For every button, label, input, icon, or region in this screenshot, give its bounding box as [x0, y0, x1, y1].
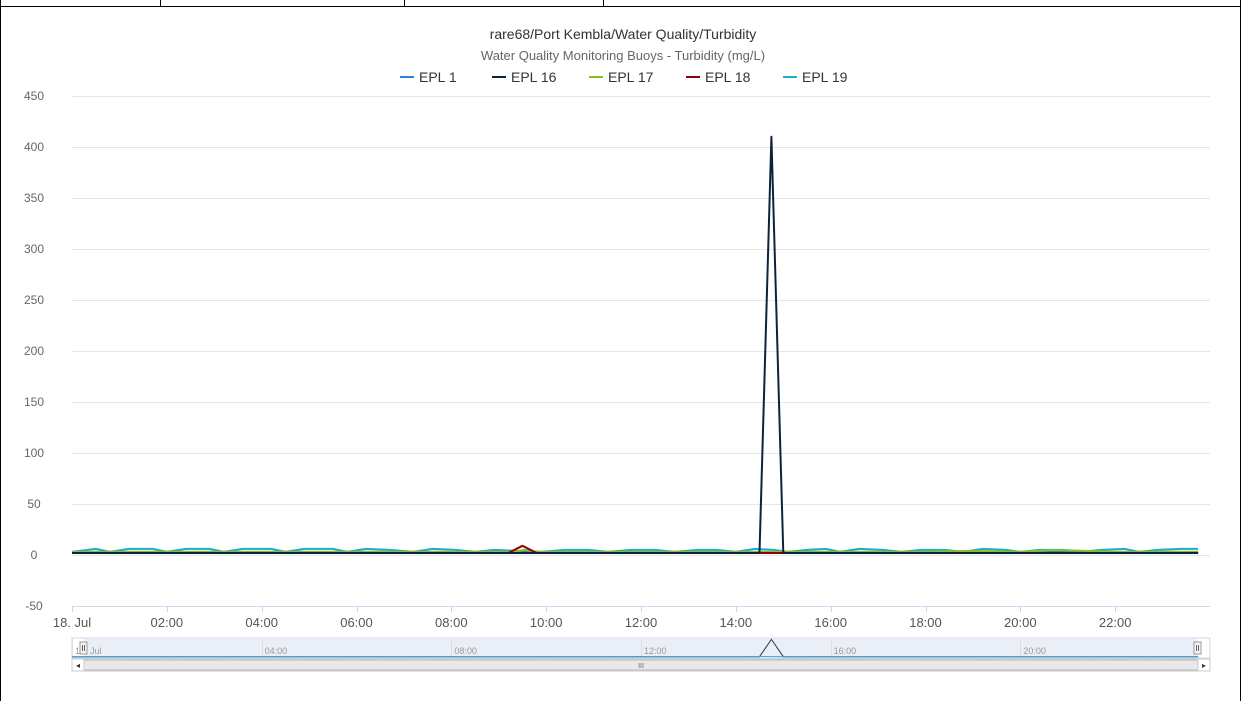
y-tick-label: 200: [24, 344, 44, 358]
legend-label: EPL 1: [419, 69, 457, 85]
x-tick-label: 18:00: [909, 615, 942, 630]
x-tick-label: 08:00: [435, 615, 468, 630]
scrollbar-left-button[interactable]: [71, 658, 85, 672]
navigator-label: 12:00: [644, 646, 667, 656]
navigator-label: 18. Jul: [75, 646, 102, 656]
navigator-handle-right[interactable]: [1193, 641, 1202, 655]
scrollbar-right-button[interactable]: [1197, 658, 1211, 672]
y-tick-label: 450: [24, 89, 44, 103]
navigator-label: 04:00: [265, 646, 288, 656]
navigator[interactable]: 18. Jul 04:00 08:00 12:00 16:00 20:00: [71, 637, 1211, 659]
legend[interactable]: EPL 1 EPL 16 EPL 17 EPL 18 EPL 19: [400, 69, 848, 85]
navigator-labels: 18. Jul 04:00 08:00 12:00 16:00 20:00: [72, 639, 1046, 657]
navigator-label: 08:00: [454, 646, 477, 656]
y-axis: -50 0 50 100 150 200 250 300 350 400 450: [24, 89, 44, 613]
y-tick-label: 50: [27, 497, 41, 511]
series-line-epl-17[interactable]: [72, 548, 1199, 553]
legend-item-epl-17[interactable]: EPL 17: [589, 69, 654, 85]
navigator-series: [71, 638, 1199, 658]
scrollbar-grip-icon: III: [638, 663, 644, 670]
x-tick-label: 10:00: [530, 615, 563, 630]
y-tick-label: 0: [31, 548, 38, 562]
y-tick-label: -50: [25, 599, 43, 613]
scrollbar[interactable]: ◂ ▸ III: [71, 658, 1211, 672]
x-tick-label: 12:00: [625, 615, 658, 630]
legend-item-epl-18[interactable]: EPL 18: [686, 69, 751, 85]
chart-title: rare68/Port Kembla/Water Quality/Turbidi…: [490, 26, 757, 42]
legend-label: EPL 18: [705, 69, 751, 85]
y-tick-label: 350: [24, 191, 44, 205]
plot-area: [71, 135, 1199, 554]
y-tick-label: 150: [24, 395, 44, 409]
x-tick-label: 02:00: [151, 615, 184, 630]
scrollbar-left-arrow-icon: ◂: [76, 661, 80, 670]
scrollbar-right-arrow-icon: ▸: [1202, 661, 1206, 670]
legend-item-epl-1[interactable]: EPL 1: [400, 69, 457, 85]
legend-label: EPL 16: [511, 69, 557, 85]
y-tick-label: 100: [24, 446, 44, 460]
legend-item-epl-16[interactable]: EPL 16: [492, 69, 557, 85]
x-axis: 18. Jul 02:00 04:00 06:00 08:00 10:00 12:00 14:…: [53, 606, 1210, 630]
x-tick-label: 16:00: [814, 615, 847, 630]
series-line-epl-16[interactable]: [72, 135, 1199, 554]
x-tick-label: 20:00: [1004, 615, 1037, 630]
x-tick-label: 06:00: [340, 615, 373, 630]
x-tick-label: 14:00: [720, 615, 753, 630]
y-tick-label: 250: [24, 293, 44, 307]
navigator-label: 20:00: [1023, 646, 1046, 656]
grid-lines: [72, 96, 1210, 607]
navigator-handle-left[interactable]: [79, 641, 88, 655]
navigator-label: 16:00: [834, 646, 857, 656]
legend-item-epl-19[interactable]: EPL 19: [783, 69, 848, 85]
x-tick-label: 04:00: [245, 615, 278, 630]
legend-label: EPL 19: [802, 69, 848, 85]
y-tick-label: 300: [24, 242, 44, 256]
x-tick-label: 18. Jul: [53, 615, 91, 630]
y-tick-label: 400: [24, 140, 44, 154]
x-tick-label: 22:00: [1099, 615, 1132, 630]
legend-label: EPL 17: [608, 69, 654, 85]
chart-subtitle: Water Quality Monitoring Buoys - Turbidi…: [481, 48, 765, 63]
